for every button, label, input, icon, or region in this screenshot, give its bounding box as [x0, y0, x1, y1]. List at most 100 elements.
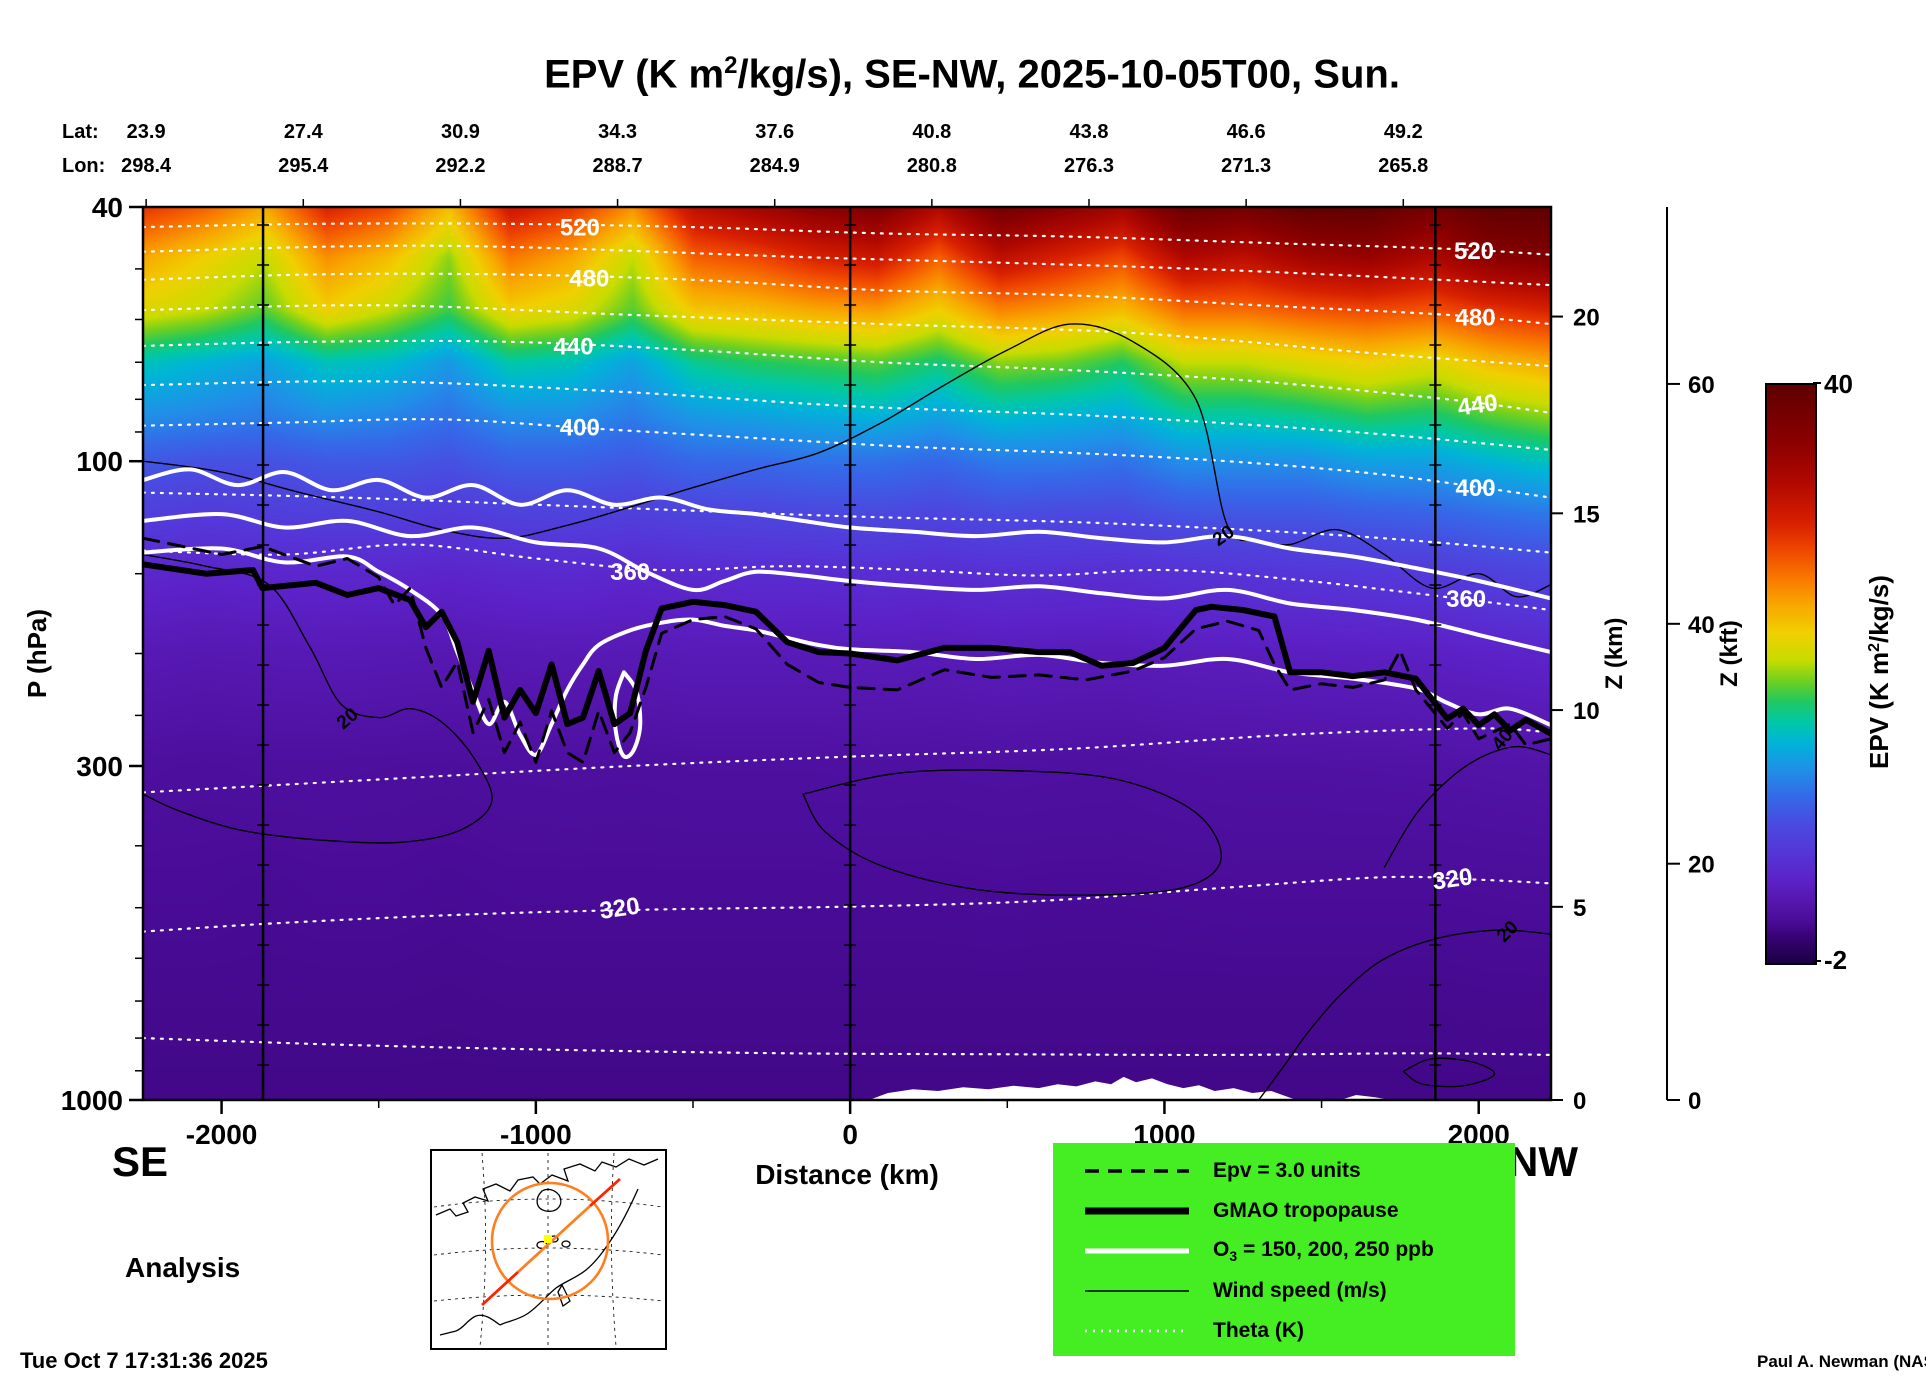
lon-value-1: 295.4 — [278, 155, 329, 177]
lon-prefix: Lon: — [62, 155, 105, 177]
theta-contour-460 — [143, 304, 1551, 368]
lat-prefix: Lat: — [62, 121, 99, 143]
contour-label-320: 320 — [1431, 863, 1474, 895]
map-great-circle — [490, 1181, 610, 1301]
legend-item-tropopause: GMAO tropopause — [1053, 1191, 1515, 1231]
contour-label-520: 520 — [560, 214, 600, 241]
contour-label-20: 20 — [1209, 521, 1238, 550]
contour-label-520: 520 — [1454, 238, 1494, 265]
theta-sample-line — [1085, 1329, 1189, 1333]
contour-label-480: 480 — [1456, 305, 1496, 332]
lon-value-7: 271.3 — [1221, 155, 1271, 177]
map-section-end-nw — [589, 1177, 621, 1208]
epv3-contours — [143, 536, 1551, 764]
wind-sample-line — [1085, 1290, 1189, 1292]
waypoint-lines — [257, 207, 1442, 1100]
title-pre: EPV (K m — [544, 52, 725, 97]
figure-title: EPV (K m2/kg/s), SE-NW, 2025-10-05T00, S… — [143, 52, 1801, 97]
lon-value-2: 292.2 — [435, 155, 485, 177]
z-km-axis-label: Z (km) — [1601, 618, 1628, 690]
contour-label-20: 20 — [333, 704, 363, 734]
wind-contour-20 — [802, 769, 1222, 896]
se-endpoint-label: SE — [112, 1138, 169, 1185]
z-km-axis: 20 15 10 5 0 Z (km) — [1551, 305, 1628, 1115]
epv3-sample-line — [1085, 1169, 1189, 1173]
legend-label-wind: Wind speed (m/s) — [1213, 1279, 1387, 1302]
pressure-tick-40: 40 — [92, 192, 123, 223]
terrain-cutout — [869, 1076, 1391, 1100]
colorbar-max-label: 40 — [1824, 369, 1853, 399]
contour-label-440: 440 — [554, 333, 594, 360]
theta-contour-340 — [143, 727, 1551, 794]
theta-contour-440 — [143, 339, 1551, 414]
theta-contour-520 — [143, 222, 1551, 256]
theta-contour-300 — [143, 1037, 1551, 1057]
legend-item-wind: Wind speed (m/s) — [1053, 1271, 1515, 1311]
z-kft-tick-40: 40 — [1688, 612, 1715, 639]
wind-contour-20 — [143, 323, 1551, 598]
z-kft-tick-20: 20 — [1688, 852, 1715, 879]
colorbar-min-label: -2 — [1824, 945, 1847, 975]
z-km-tick-15: 15 — [1573, 501, 1600, 528]
lat-value-3: 34.3 — [598, 121, 637, 143]
epv3-contour-3 — [143, 536, 1551, 764]
pressure-tick-300: 300 — [76, 751, 123, 782]
contour-label-20: 20 — [1493, 917, 1523, 947]
legend-label-theta: Theta (K) — [1213, 1319, 1304, 1342]
distance-tick--1000: -1000 — [500, 1119, 572, 1150]
theta-contour-420 — [143, 380, 1551, 451]
theta-contour-320 — [143, 875, 1551, 933]
legend-label-ozone: O3 = 150, 200, 250 ppb — [1213, 1237, 1434, 1265]
contour-label-400: 400 — [1456, 475, 1496, 502]
distance-tick--2000: -2000 — [186, 1119, 258, 1150]
theta-contour-480 — [143, 272, 1551, 326]
contour-labels: 520 520 480 480 440 440 400 400 360 360 320 320 20 20… — [333, 214, 1523, 946]
lat-value-5: 40.8 — [912, 121, 951, 143]
plot-overlays: 520 520 480 480 440 440 400 400 360 360 320 320 20 20… — [143, 207, 1551, 1100]
pressure-axis-label: P (hPa) — [22, 609, 52, 698]
wind-contour-40 — [1383, 745, 1551, 868]
z-kft-tick-60: 60 — [1688, 372, 1715, 399]
lat-value-8: 49.2 — [1384, 121, 1423, 143]
z-km-tick-20: 20 — [1573, 305, 1600, 332]
legend-label-epv3: Epv = 3.0 units — [1213, 1159, 1361, 1182]
lon-value-3: 288.7 — [593, 155, 643, 177]
colorbar-labels: 40 -2 EPV (K m2/kg/s) — [1813, 369, 1894, 975]
z-kft-tick-0: 0 — [1688, 1088, 1701, 1115]
map-section-path — [517, 1204, 591, 1274]
ozone-contour-150 — [143, 467, 1551, 601]
z-km-tick-5: 5 — [1573, 895, 1586, 922]
tropopause-sample-line — [1085, 1207, 1189, 1215]
lon-value-4: 284.9 — [750, 155, 800, 177]
z-kft-axis-label: Z (kft) — [1716, 620, 1743, 687]
lon-value-8: 265.8 — [1378, 155, 1428, 177]
lat-value-6: 43.8 — [1070, 121, 1109, 143]
contour-label-320: 320 — [598, 893, 641, 925]
contour-label-400: 400 — [560, 415, 600, 442]
map-inset — [430, 1149, 667, 1350]
nw-endpoint-label: NW — [1508, 1138, 1578, 1185]
latlon-axis: Lat: Lon: 23.9 298.4 27.4 295.4 30.9 292.2 34.3 2… — [62, 121, 1428, 207]
theta-contour-500 — [143, 244, 1551, 287]
colorbar-gradient — [1765, 383, 1817, 965]
z-km-tick-10: 10 — [1573, 698, 1600, 725]
lon-value-0: 298.4 — [121, 155, 172, 177]
timestamp: Tue Oct 7 17:31:36 2025 — [20, 1348, 268, 1373]
wind-contour-20 — [1258, 929, 1551, 1100]
theta-contour-360 — [143, 543, 1551, 612]
lat-value-1: 27.4 — [284, 121, 324, 143]
tropopause-contour-0 — [143, 561, 1551, 737]
lat-value-2: 30.9 — [441, 121, 480, 143]
legend-item-epv3: Epv = 3.0 units — [1053, 1151, 1515, 1191]
legend-item-ozone: O3 = 150, 200, 250 ppb — [1053, 1231, 1515, 1271]
map-section-end-se — [481, 1270, 519, 1307]
contour-label-360: 360 — [1446, 586, 1486, 613]
contour-label-360: 360 — [610, 559, 650, 586]
lon-value-6: 276.3 — [1064, 155, 1114, 177]
distance-tick-0: 0 — [842, 1119, 858, 1150]
credit: Paul A. Newman (NASA — [1757, 1352, 1926, 1371]
title-post: /kg/s), SE-NW, 2025-10-05T00, Sun. — [737, 52, 1400, 97]
contour-label-440: 440 — [1456, 389, 1499, 421]
pressure-axis: 40 100 300 1000 P (hPa) — [22, 192, 143, 1116]
